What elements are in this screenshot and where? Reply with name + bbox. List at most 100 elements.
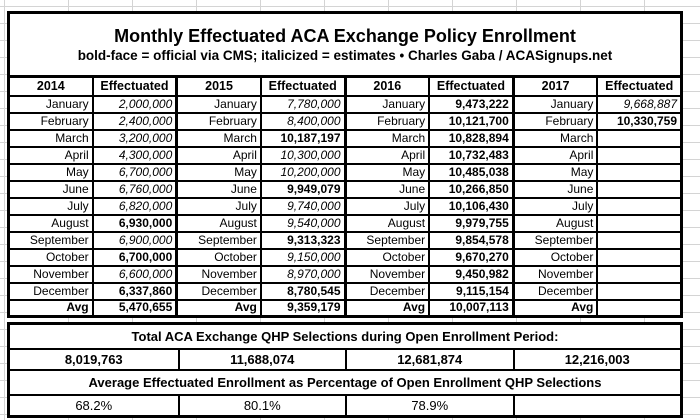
month-cell-2015[interactable]: June bbox=[175, 179, 262, 199]
percentage-value-2016[interactable]: 78.9% bbox=[345, 396, 513, 415]
value-cell-2014[interactable]: 3,200,000 bbox=[91, 128, 178, 148]
month-cell-2016[interactable]: September bbox=[343, 230, 431, 250]
value-cell-2015[interactable]: 9,359,179 bbox=[259, 298, 347, 318]
month-cell-2017[interactable]: April bbox=[511, 145, 599, 165]
effectuated-header-2014[interactable]: Effectuated bbox=[91, 75, 178, 97]
month-cell-2017[interactable]: December bbox=[511, 281, 599, 301]
month-cell-2015[interactable]: April bbox=[175, 145, 262, 165]
month-cell-2015[interactable]: July bbox=[175, 196, 262, 216]
month-cell-2017[interactable]: November bbox=[511, 264, 599, 284]
month-cell-2014[interactable]: November bbox=[7, 264, 94, 284]
value-cell-2015[interactable]: 9,949,079 bbox=[259, 179, 347, 199]
value-cell-2015[interactable]: 7,780,000 bbox=[259, 94, 347, 114]
month-cell-2016[interactable]: Avg bbox=[343, 298, 431, 318]
month-cell-2015[interactable]: December bbox=[175, 281, 262, 301]
month-cell-2016[interactable]: October bbox=[343, 247, 431, 267]
value-cell-2014[interactable]: 6,930,000 bbox=[91, 213, 178, 233]
value-cell-2017[interactable] bbox=[596, 247, 683, 267]
value-cell-2015[interactable]: 10,200,000 bbox=[259, 162, 347, 182]
value-cell-2014[interactable]: 6,600,000 bbox=[91, 264, 178, 284]
value-cell-2016[interactable]: 10,121,700 bbox=[428, 111, 515, 131]
value-cell-2016[interactable]: 9,979,755 bbox=[428, 213, 515, 233]
value-cell-2016[interactable]: 9,115,154 bbox=[428, 281, 515, 301]
year-header-2016[interactable]: 2016 bbox=[343, 75, 431, 97]
value-cell-2016[interactable]: 10,266,850 bbox=[428, 179, 515, 199]
month-cell-2017[interactable]: February bbox=[511, 111, 599, 131]
value-cell-2016[interactable]: 9,473,222 bbox=[428, 94, 515, 114]
value-cell-2017[interactable] bbox=[596, 179, 683, 199]
value-cell-2015[interactable]: 10,300,000 bbox=[259, 145, 347, 165]
total-qhp-value-2017[interactable]: 12,216,003 bbox=[512, 350, 681, 369]
month-cell-2016[interactable]: May bbox=[343, 162, 431, 182]
value-cell-2017[interactable]: 10,330,759 bbox=[596, 111, 683, 131]
month-cell-2016[interactable]: April bbox=[343, 145, 431, 165]
value-cell-2015[interactable]: 9,740,000 bbox=[259, 196, 347, 216]
value-cell-2017[interactable] bbox=[596, 230, 683, 250]
year-header-2017[interactable]: 2017 bbox=[511, 75, 599, 97]
value-cell-2014[interactable]: 6,700,000 bbox=[91, 247, 178, 267]
total-qhp-value-2015[interactable]: 11,688,074 bbox=[177, 350, 346, 369]
month-cell-2015[interactable]: October bbox=[175, 247, 262, 267]
value-cell-2016[interactable]: 10,106,430 bbox=[428, 196, 515, 216]
value-cell-2017[interactable] bbox=[596, 196, 683, 216]
month-cell-2015[interactable]: August bbox=[175, 213, 262, 233]
value-cell-2017[interactable] bbox=[596, 213, 683, 233]
value-cell-2016[interactable]: 10,828,894 bbox=[428, 128, 515, 148]
value-cell-2016[interactable]: 9,450,982 bbox=[428, 264, 515, 284]
value-cell-2014[interactable]: 5,470,655 bbox=[91, 298, 178, 318]
year-header-2014[interactable]: 2014 bbox=[7, 75, 94, 97]
month-cell-2016[interactable]: August bbox=[343, 213, 431, 233]
value-cell-2015[interactable]: 9,313,323 bbox=[259, 230, 347, 250]
month-cell-2016[interactable]: June bbox=[343, 179, 431, 199]
value-cell-2014[interactable]: 6,820,000 bbox=[91, 196, 178, 216]
month-cell-2017[interactable]: July bbox=[511, 196, 599, 216]
value-cell-2017[interactable] bbox=[596, 162, 683, 182]
value-cell-2016[interactable]: 10,732,483 bbox=[428, 145, 515, 165]
effectuated-header-2017[interactable]: Effectuated bbox=[596, 75, 683, 97]
month-cell-2017[interactable]: September bbox=[511, 230, 599, 250]
value-cell-2014[interactable]: 6,760,000 bbox=[91, 179, 178, 199]
total-qhp-value-2016[interactable]: 12,681,874 bbox=[345, 350, 513, 369]
value-cell-2015[interactable]: 8,970,000 bbox=[259, 264, 347, 284]
month-cell-2014[interactable]: March bbox=[7, 128, 94, 148]
month-cell-2015[interactable]: November bbox=[175, 264, 262, 284]
value-cell-2014[interactable]: 2,000,000 bbox=[91, 94, 178, 114]
month-cell-2015[interactable]: January bbox=[175, 94, 262, 114]
month-cell-2015[interactable]: March bbox=[175, 128, 262, 148]
value-cell-2014[interactable]: 6,337,860 bbox=[91, 281, 178, 301]
total-qhp-value-2014[interactable]: 8,019,763 bbox=[64, 352, 123, 367]
month-cell-2016[interactable]: February bbox=[343, 111, 431, 131]
value-cell-2017[interactable]: 9,668,887 bbox=[596, 94, 683, 114]
month-cell-2014[interactable]: February bbox=[7, 111, 94, 131]
effectuated-header-2015[interactable]: Effectuated bbox=[259, 75, 347, 97]
month-cell-2016[interactable]: January bbox=[343, 94, 431, 114]
percentage-value-2015[interactable]: 80.1% bbox=[177, 396, 346, 415]
month-cell-2016[interactable]: December bbox=[343, 281, 431, 301]
month-cell-2014[interactable]: Avg bbox=[7, 298, 94, 318]
percentage-value-2014[interactable]: 68.2% bbox=[75, 398, 113, 413]
value-cell-2017[interactable] bbox=[596, 264, 683, 284]
value-cell-2014[interactable]: 2,400,000 bbox=[91, 111, 178, 131]
month-cell-2014[interactable]: July bbox=[7, 196, 94, 216]
value-cell-2016[interactable]: 9,670,270 bbox=[428, 247, 515, 267]
month-cell-2014[interactable]: May bbox=[7, 162, 94, 182]
value-cell-2017[interactable] bbox=[596, 145, 683, 165]
month-cell-2014[interactable]: October bbox=[7, 247, 94, 267]
month-cell-2017[interactable]: May bbox=[511, 162, 599, 182]
month-cell-2017[interactable]: June bbox=[511, 179, 599, 199]
month-cell-2014[interactable]: August bbox=[7, 213, 94, 233]
month-cell-2016[interactable]: November bbox=[343, 264, 431, 284]
month-cell-2017[interactable]: August bbox=[511, 213, 599, 233]
value-cell-2017[interactable] bbox=[596, 128, 683, 148]
month-cell-2017[interactable]: March bbox=[511, 128, 599, 148]
month-cell-2015[interactable]: Avg bbox=[175, 298, 262, 318]
value-cell-2016[interactable]: 10,485,038 bbox=[428, 162, 515, 182]
month-cell-2016[interactable]: March bbox=[343, 128, 431, 148]
effectuated-header-2016[interactable]: Effectuated bbox=[428, 75, 515, 97]
value-cell-2015[interactable]: 9,540,000 bbox=[259, 213, 347, 233]
value-cell-2016[interactable]: 10,007,113 bbox=[428, 298, 515, 318]
month-cell-2017[interactable]: January bbox=[511, 94, 599, 114]
month-cell-2017[interactable]: October bbox=[511, 247, 599, 267]
month-cell-2014[interactable]: January bbox=[7, 94, 94, 114]
value-cell-2017[interactable] bbox=[596, 281, 683, 301]
